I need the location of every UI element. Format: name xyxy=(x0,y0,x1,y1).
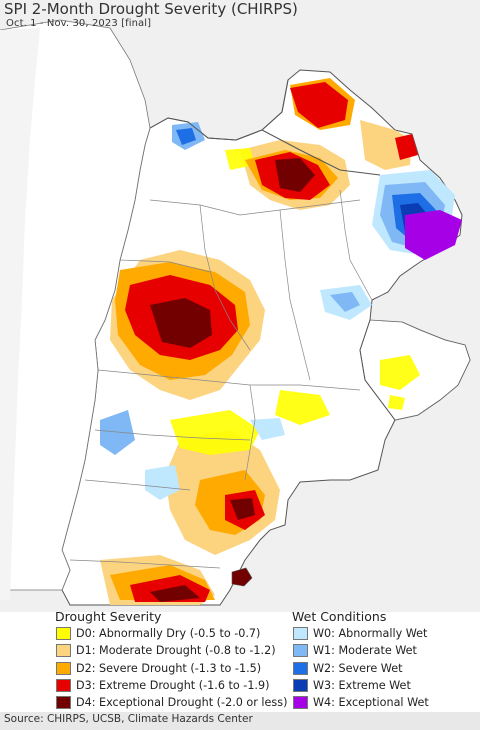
map-subtitle: Oct. 1 - Nov. 30, 2023 [final] xyxy=(6,18,152,29)
wet-legend-swatch xyxy=(293,696,308,710)
wet-legend-label: W0: Abnormally Wet xyxy=(313,627,428,640)
wet-legend-swatch xyxy=(293,678,308,692)
drought-legend-label: D2: Severe Drought (-1.3 to -1.5) xyxy=(76,661,262,675)
source-text: Source: CHIRPS, UCSB, Climate Hazards Ce… xyxy=(4,713,253,725)
wet-legend-swatch xyxy=(293,644,308,658)
wet-legend-item: W3: Extreme Wet xyxy=(293,678,411,693)
drought-legend-swatch xyxy=(56,661,71,675)
wet-legend-heading: Wet Conditions xyxy=(292,609,387,624)
wet-legend-item: W1: Moderate Wet xyxy=(293,643,417,658)
wet-legend-label: W2: Severe Wet xyxy=(313,661,403,675)
drought-legend-item: D3: Extreme Drought (-1.6 to -1.9) xyxy=(56,678,269,693)
source-bar: Source: CHIRPS, UCSB, Climate Hazards Ce… xyxy=(0,712,480,730)
drought-map xyxy=(0,0,480,612)
wet-legend-label: W1: Moderate Wet xyxy=(313,644,417,658)
wet-legend-label: W4: Exceptional Wet xyxy=(313,696,429,710)
wet-legend-swatch xyxy=(293,627,308,640)
wet-legend-swatch xyxy=(293,661,308,675)
drought-legend-item: D4: Exceptional Drought (-2.0 or less) xyxy=(56,695,287,710)
drought-legend-item: D0: Abnormally Dry (-0.5 to -0.7) xyxy=(56,626,260,641)
drought-legend-swatch xyxy=(56,627,71,640)
chile-ocean xyxy=(0,28,40,600)
chile-strip xyxy=(0,19,151,591)
drought-legend-label: D1: Moderate Drought (-0.8 to -1.2) xyxy=(76,644,276,658)
country-borders xyxy=(149,79,396,421)
d0-areas xyxy=(170,148,420,455)
wet-legend-item: W2: Severe Wet xyxy=(293,661,402,676)
drought-legend-swatch xyxy=(56,678,71,692)
drought-legend-swatch xyxy=(56,696,71,710)
drought-legend-heading: Drought Severity xyxy=(55,609,162,624)
wet-areas xyxy=(100,122,462,500)
southern-island xyxy=(231,567,253,587)
wet-legend-item: W0: Abnormally Wet xyxy=(293,626,427,641)
drought-legend-item: D2: Severe Drought (-1.3 to -1.5) xyxy=(56,661,261,676)
wet-legend-item: W4: Exceptional Wet xyxy=(293,695,429,710)
wet-legend-label: W3: Extreme Wet xyxy=(313,678,411,692)
drought-legend-label: D4: Exceptional Drought (-2.0 or less) xyxy=(76,696,288,710)
drought-legend-swatch xyxy=(56,644,71,658)
province-borders xyxy=(69,189,373,569)
drought-legend-label: D3: Extreme Drought (-1.6 to -1.9) xyxy=(76,678,270,692)
d4-areas xyxy=(150,158,315,602)
drought-legend-item: D1: Moderate Drought (-0.8 to -1.2) xyxy=(56,643,276,658)
drought-legend-label: D0: Abnormally Dry (-0.5 to -0.7) xyxy=(76,627,261,640)
map-title: SPI 2-Month Drought Severity (CHIRPS) xyxy=(4,0,298,18)
